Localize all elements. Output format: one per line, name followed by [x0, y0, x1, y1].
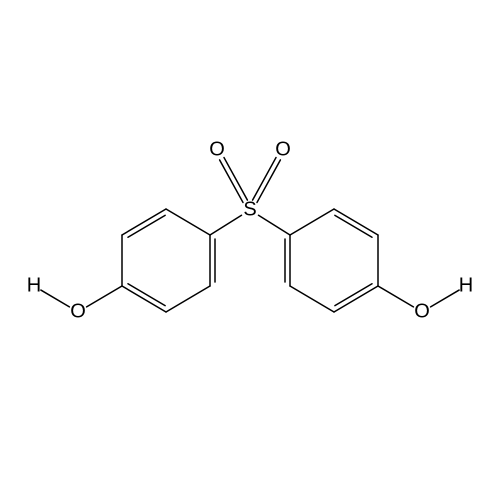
- atom-S: S: [243, 199, 256, 222]
- atom-O2: O: [209, 139, 225, 162]
- bond-layer: [0, 0, 500, 500]
- atom-O1: O: [275, 139, 291, 162]
- atom-H2: H: [459, 275, 473, 298]
- molecule-canvas: S O O O H O H: [0, 0, 500, 500]
- atom-O3: O: [70, 301, 86, 324]
- atom-O4: O: [414, 301, 430, 324]
- atom-H1: H: [27, 275, 41, 298]
